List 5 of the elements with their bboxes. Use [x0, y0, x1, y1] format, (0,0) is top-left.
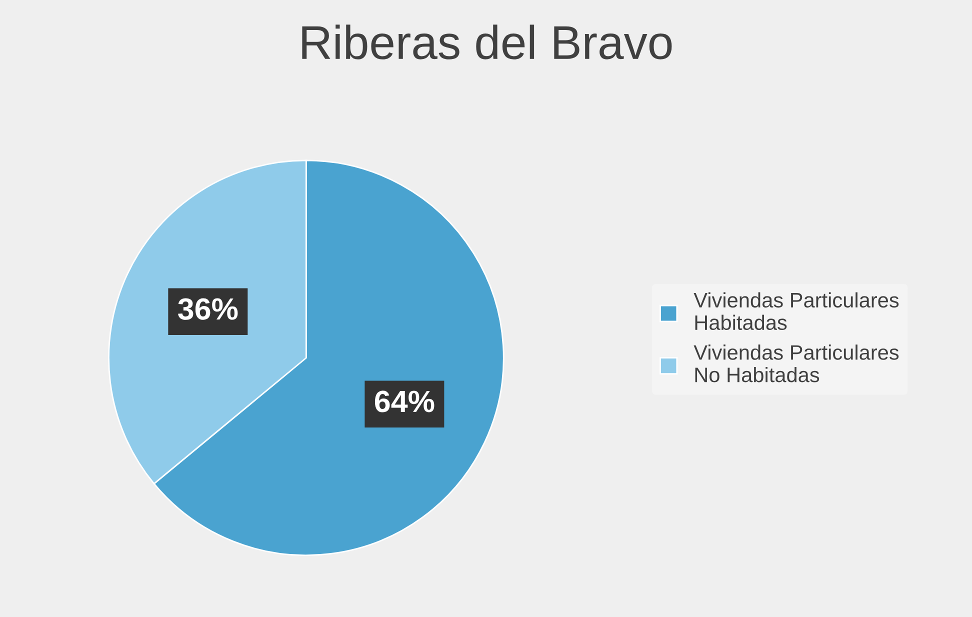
legend-label: Viviendas Particulares No Habitadas — [694, 344, 899, 382]
chart-title: Riberas del Bravo — [302, 24, 672, 60]
legend-label: Viviendas Particulares Habitadas — [694, 292, 899, 330]
data-label: 64% — [374, 390, 434, 412]
data-label: 36% — [178, 298, 238, 320]
